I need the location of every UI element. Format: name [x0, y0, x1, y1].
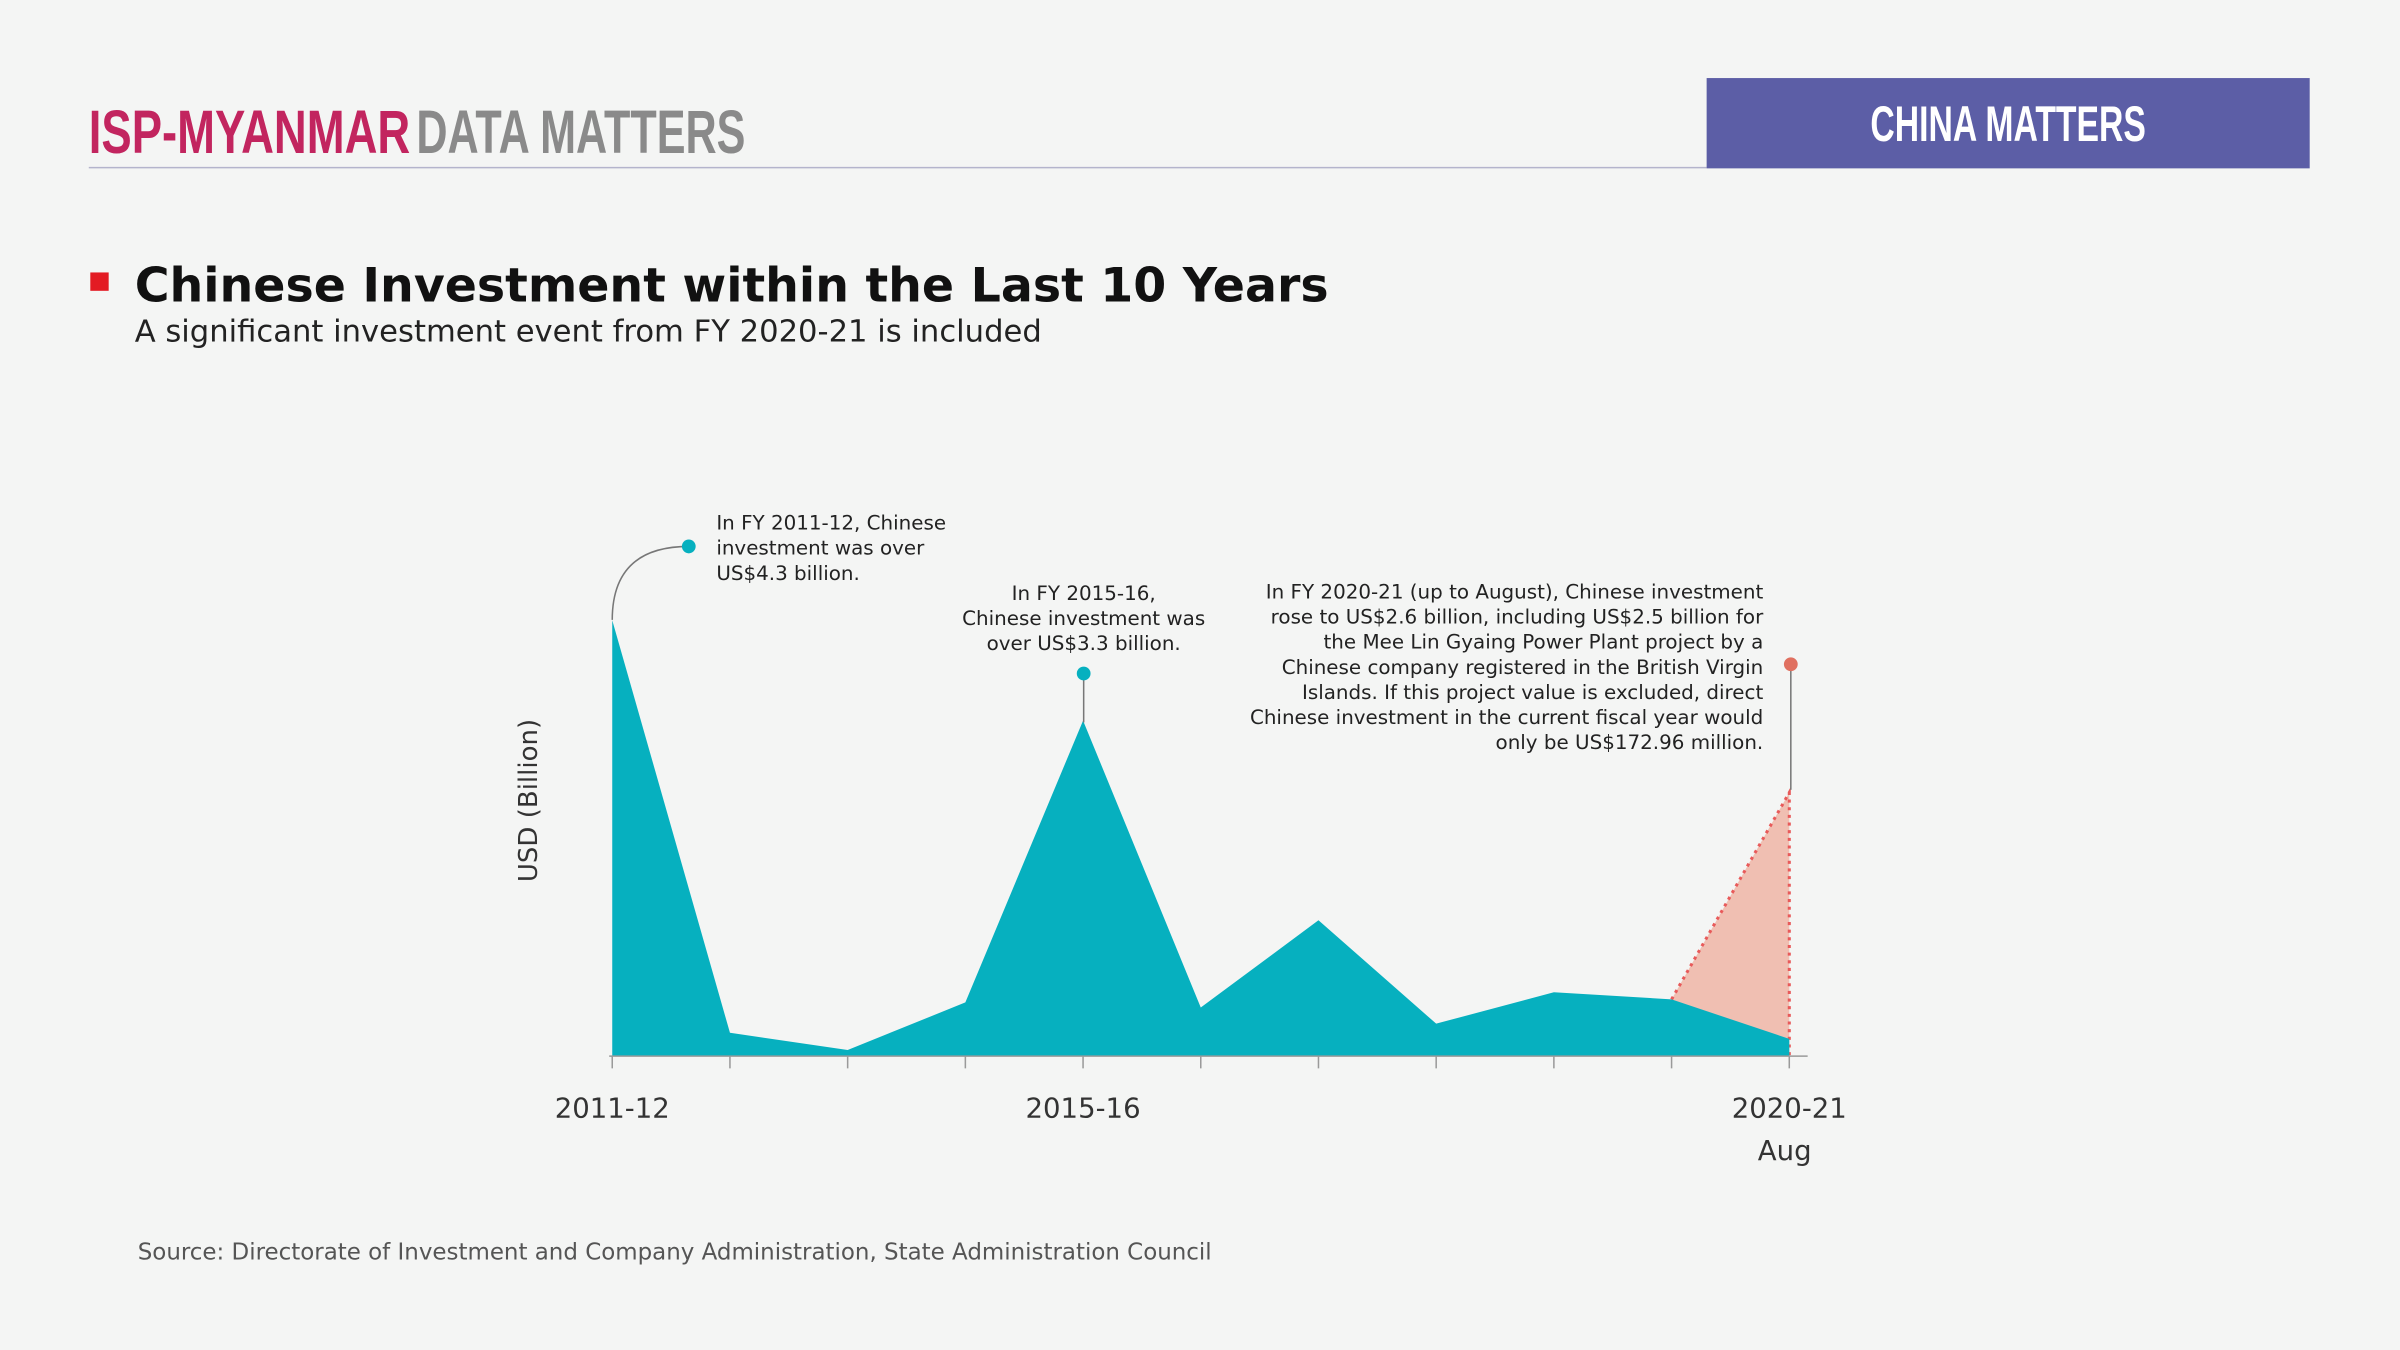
area-edge	[1670, 786, 1791, 1057]
title-marker	[90, 272, 109, 291]
annotation-text: In FY 2011-12, Chinese	[716, 512, 946, 535]
annotation-text: In FY 2015-16,	[1012, 582, 1156, 605]
brand: ISP-MYANMAR	[89, 98, 410, 166]
badge: CHINA MATTERS	[1870, 95, 2146, 152]
x-note: Aug	[1758, 1135, 1812, 1167]
x-tick-label: 2011-12	[555, 1092, 670, 1124]
source: Source: Directorate of Investment and Co…	[138, 1240, 1212, 1266]
annotation-text: In FY 2020-21 (up to August), Chinese in…	[1266, 580, 1764, 603]
chart-title: Chinese Investment within the Last 10 Ye…	[135, 259, 1329, 314]
area	[612, 620, 1790, 1057]
annotation-dot	[1783, 657, 1798, 672]
section: DATA MATTERS	[416, 98, 745, 166]
annotation-dot	[1076, 666, 1091, 681]
annotation-text: Chinese investment in the current fiscal…	[1250, 706, 1763, 729]
annotation-text: rose to US$2.6 billion, including US$2.5…	[1271, 606, 1764, 629]
annotation-text: over US$3.3 billion.	[987, 632, 1181, 655]
area	[1671, 792, 1790, 1057]
badge-box	[1706, 78, 2310, 169]
x-tick-label: 2020-21	[1732, 1092, 1847, 1124]
annotation-connector	[611, 545, 689, 620]
annotation-text: investment was over	[716, 537, 925, 560]
annotation-text: only be US$172.96 million.	[1496, 731, 1764, 754]
x-tick-label: 2015-16	[1026, 1092, 1141, 1124]
annotation-text: Chinese company registered in the Britis…	[1282, 656, 1764, 679]
chart-subtitle: A significant investment event from FY 2…	[135, 314, 1042, 349]
annotation-text: Chinese investment was	[962, 607, 1205, 630]
annotation-text: US$4.3 billion.	[716, 562, 860, 585]
annotation-text: Islands. If this project value is exclud…	[1302, 681, 1763, 704]
annotation-text: the Mee Lin Gyaing Power Plant project b…	[1324, 631, 1764, 654]
y-axis-label: USD (Billion)	[514, 719, 544, 882]
annotation-dot	[681, 539, 696, 554]
